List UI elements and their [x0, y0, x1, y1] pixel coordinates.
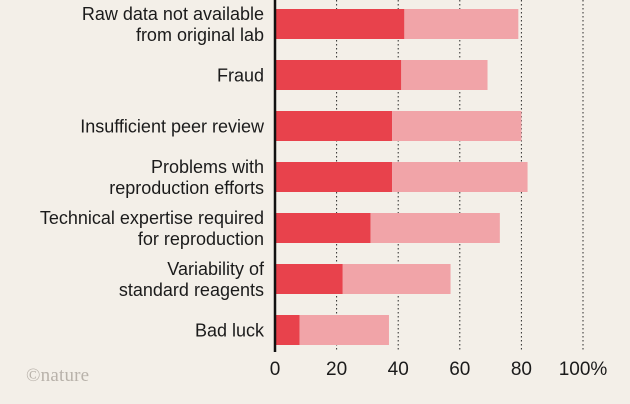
bar-segment-1-row-2 [275, 60, 402, 90]
x-tick-label-0: 0 [270, 359, 281, 380]
x-tick-label-20: 20 [326, 359, 347, 380]
category-label-4-line-2: reproduction efforts [109, 178, 264, 198]
bar-segment-2-row-4 [392, 162, 528, 192]
bar-segment-2-row-5 [370, 213, 500, 243]
bar-segment-1-row-5 [275, 213, 371, 243]
category-label-5-line-2: for reproduction [138, 229, 264, 249]
bar-segment-2-row-2 [401, 60, 488, 90]
x-tick-label-40: 40 [388, 359, 409, 380]
category-label-5-line-1: Technical expertise required [40, 208, 264, 228]
bars [275, 9, 528, 345]
bar-segment-1-row-7 [275, 315, 300, 345]
category-label-7-line-1: Bad luck [195, 320, 265, 340]
bar-segment-1-row-4 [275, 162, 393, 192]
category-label-1-line-2: from original lab [136, 25, 264, 45]
category-label-6-line-1: Variability of [167, 259, 265, 279]
category-label-2-line-1: Fraud [217, 65, 264, 85]
x-tick-label-60: 60 [449, 359, 470, 380]
bar-segment-2-row-7 [299, 315, 389, 345]
bar-segment-2-row-1 [404, 9, 519, 39]
bar-segment-1-row-3 [275, 111, 393, 141]
bar-segment-2-row-6 [342, 264, 451, 294]
category-label-3-line-1: Insufficient peer review [80, 116, 265, 136]
x-tick-label-80: 80 [511, 359, 532, 380]
category-label-6-line-2: standard reagents [119, 280, 264, 300]
bar-segment-1-row-1 [275, 9, 405, 39]
x-tick-label-100: 100% [559, 359, 608, 380]
category-label-4-line-1: Problems with [151, 157, 264, 177]
bar-segment-1-row-6 [275, 264, 343, 294]
bar-segment-2-row-3 [392, 111, 522, 141]
category-label-1-line-1: Raw data not available [82, 4, 264, 24]
x-tick-labels: 0 20 40 60 80 100% [270, 359, 608, 380]
nature-watermark: ©nature [26, 365, 90, 386]
